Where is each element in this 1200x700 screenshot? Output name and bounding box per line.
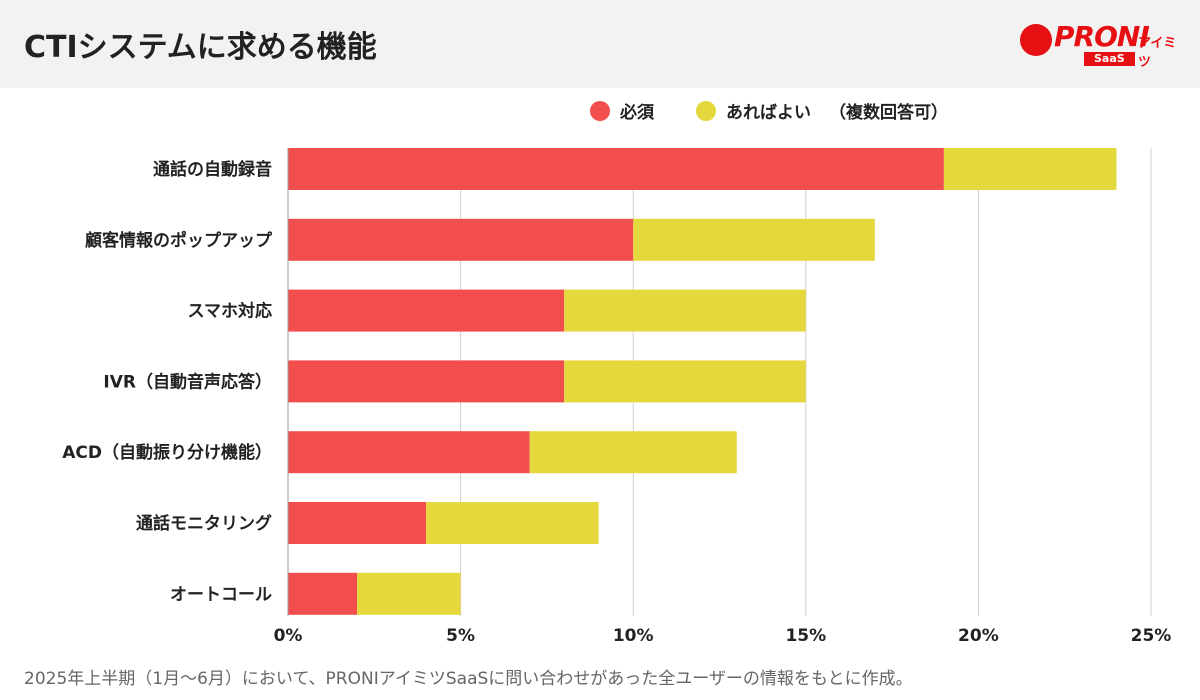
logo-saas: SaaS xyxy=(1084,52,1135,66)
page-title: CTIシステムに求める機能 xyxy=(24,30,377,65)
bar-required xyxy=(288,431,530,474)
category-label: ACD（自動振り分け機能） xyxy=(62,442,272,463)
legend-swatch-required xyxy=(590,100,610,121)
x-tick-label: 10% xyxy=(613,626,654,646)
bar-optional xyxy=(426,502,599,544)
bar-required xyxy=(288,218,634,261)
x-tick-label: 0% xyxy=(274,626,303,646)
bar-required xyxy=(288,572,358,615)
category-label: オートコール xyxy=(170,585,272,605)
x-tick-label: 15% xyxy=(785,626,826,646)
bar-optional xyxy=(633,218,875,261)
bar-required xyxy=(288,360,565,403)
x-tick-label: 5% xyxy=(446,626,475,646)
bar-optional xyxy=(943,148,1117,190)
category-label: 通話モニタリング xyxy=(136,513,272,534)
proni-logo: PRONI アイミツ SaaS xyxy=(1018,16,1183,70)
legend-label-required: 必須 xyxy=(620,103,654,123)
legend-label-optional: あればよい xyxy=(726,103,811,123)
legend: 必須 あればよい （複数回答可） xyxy=(590,98,948,123)
bar-optional xyxy=(529,431,737,474)
category-label: 通話の自動録音 xyxy=(153,159,272,180)
x-tick-label: 20% xyxy=(958,626,999,646)
bar-optional xyxy=(564,360,806,403)
category-label: IVR（自動音声応答） xyxy=(103,371,272,392)
bar-optional xyxy=(564,289,806,332)
logo-kana: アイミツ xyxy=(1138,36,1177,70)
bar-required xyxy=(288,148,944,190)
bar-required xyxy=(288,502,427,544)
bar-optional xyxy=(357,572,461,615)
bar-required xyxy=(288,289,565,332)
x-tick-label: 25% xyxy=(1131,626,1172,646)
penguin-logo-icon xyxy=(1020,24,1052,56)
category-label: スマホ対応 xyxy=(188,301,273,322)
header: CTIシステムに求める機能 PRONI アイミツ SaaS xyxy=(0,0,1200,88)
footnote: 2025年上半期（1月〜6月）において、PRONIアイミツSaaSに問い合わせが… xyxy=(24,669,913,689)
category-label: 顧客情報のポップアップ xyxy=(85,230,273,251)
logo-text: PRONI xyxy=(1054,20,1150,53)
legend-note: （複数回答可） xyxy=(829,103,948,123)
legend-swatch-optional xyxy=(696,100,716,121)
